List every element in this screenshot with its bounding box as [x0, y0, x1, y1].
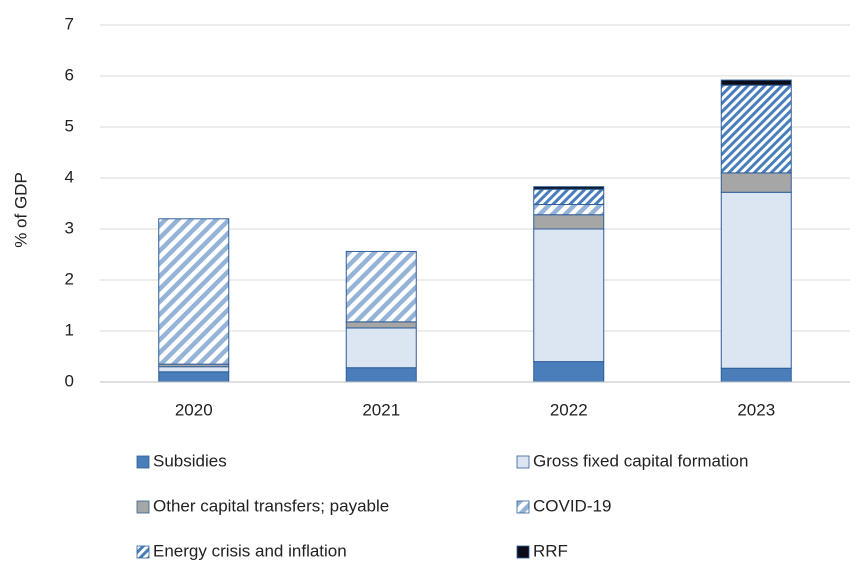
bar-segment — [345, 367, 417, 383]
bar-segment — [533, 204, 605, 216]
x-tick-label: 2021 — [362, 400, 400, 419]
bar-segment — [345, 321, 417, 329]
bar-segment — [533, 188, 605, 206]
y-tick-label: 4 — [65, 167, 74, 186]
y-tick-label: 7 — [65, 14, 74, 33]
legend-label: COVID-19 — [533, 496, 611, 515]
bar-segment — [158, 371, 230, 383]
y-tick-label: 2 — [65, 269, 74, 288]
bar-segment — [720, 367, 792, 383]
x-tick-label: 2020 — [175, 400, 213, 419]
legend-swatch — [136, 500, 150, 514]
bar-segment — [533, 228, 605, 363]
y-tick-label: 0 — [65, 371, 74, 390]
y-tick-label: 6 — [65, 65, 74, 84]
bar-segment — [345, 250, 417, 323]
bar-segment — [533, 186, 605, 190]
bar-segment — [345, 327, 417, 369]
bar-segment — [533, 214, 605, 230]
legend-swatch — [516, 500, 530, 514]
legend-swatch — [136, 545, 150, 559]
x-tick-label: 2023 — [737, 400, 775, 419]
legend-swatch — [136, 455, 150, 469]
bar-segment — [720, 84, 792, 174]
y-tick-label: 5 — [65, 116, 74, 135]
bar-segment — [533, 361, 605, 383]
legend-label: Gross fixed capital formation — [533, 451, 748, 470]
bar-segment — [158, 366, 230, 373]
y-axis-label: % of GDP — [11, 172, 30, 248]
legend-swatch — [516, 545, 530, 559]
legend-label: Subsidies — [153, 451, 227, 470]
bar-segment — [720, 79, 792, 86]
legend-label: Energy crisis and inflation — [153, 541, 347, 560]
bar-segment — [720, 172, 792, 193]
bar-segment — [720, 191, 792, 369]
bar-segment — [158, 218, 230, 365]
x-tick-label: 2022 — [550, 400, 588, 419]
y-tick-label: 3 — [65, 218, 74, 237]
legend-label: RRF — [533, 541, 568, 560]
y-tick-label: 1 — [65, 320, 74, 339]
legend-label: Other capital transfers; payable — [153, 496, 389, 515]
legend-swatch — [516, 455, 530, 469]
